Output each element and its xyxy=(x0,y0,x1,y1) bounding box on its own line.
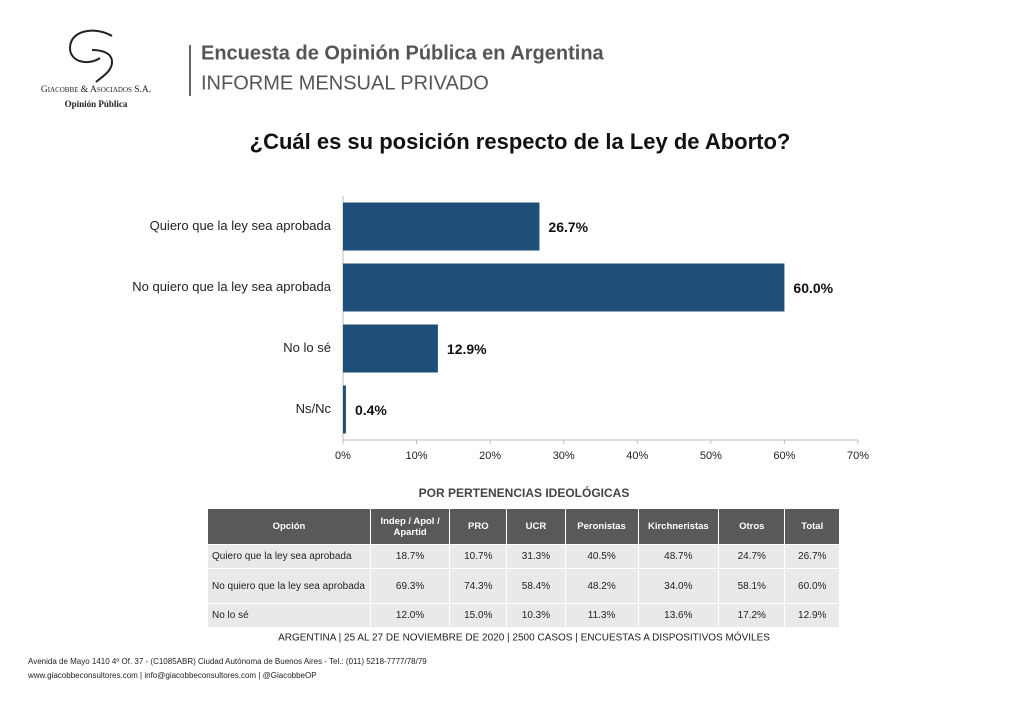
x-tick-label: 30% xyxy=(553,450,575,462)
table-cell: 11.3% xyxy=(564,603,639,628)
logo-sub: Opinión Pública xyxy=(65,99,128,109)
bar xyxy=(343,202,540,251)
logo-name: Giacobbe & Asociados S.A. xyxy=(41,85,151,95)
table-cell: 58.1% xyxy=(718,568,786,604)
table-row: No lo sé 12.0% 15.0% 10.3% 11.3% 13.6% 17.2% 12… xyxy=(207,603,840,628)
header-cell: Indep / Apol / Apartid xyxy=(369,508,451,545)
data-table: Opción Indep / Apol / Apartid PRO UCR Peroni… xyxy=(207,508,840,628)
table-cell: 24.7% xyxy=(718,544,786,569)
x-tick-label: 10% xyxy=(406,450,428,462)
table-cell: 34.0% xyxy=(637,568,720,604)
table-cell: No lo sé xyxy=(207,603,371,628)
header-cell: UCR xyxy=(506,508,566,545)
footer-contact: www.giacobbeconsultores.com | info@giaco… xyxy=(27,671,317,680)
footer-survey: ARGENTINA | 25 AL 27 DE NOVIEMBRE DE 202… xyxy=(278,631,770,644)
table-cell: 18.7% xyxy=(369,544,451,569)
y-tick-label: No lo sé xyxy=(283,340,331,355)
table-row: No quiero que la ley sea aprobada 69.3% 74… xyxy=(207,568,840,604)
bar xyxy=(343,324,438,373)
x-tick-label: 40% xyxy=(626,450,648,462)
header-cell: Kirchneristas xyxy=(637,508,720,545)
table-cell: 48.2% xyxy=(564,568,639,604)
header-title: Encuesta de Opinión Pública en Argentina xyxy=(201,42,605,64)
header-cell: Otros xyxy=(718,508,786,545)
header-cell: Peronistas xyxy=(564,508,639,545)
table-cell: 69.3% xyxy=(369,568,451,604)
table-cell: 74.3% xyxy=(449,568,508,604)
table-cell: 58.4% xyxy=(506,568,566,604)
x-tick-label: 20% xyxy=(479,450,501,462)
table-cell: 12.9% xyxy=(784,603,840,628)
header-cell: Total xyxy=(784,508,840,545)
x-tick-label: 0% xyxy=(335,450,351,462)
table-cell: 15.0% xyxy=(449,603,508,628)
data-label: 0.4% xyxy=(355,402,387,418)
footer-address: Avenida de Mayo 1410 4º Of. 37 - (C1085A… xyxy=(28,657,427,666)
table-cell: 13.6% xyxy=(637,603,720,628)
table-cell: 48.7% xyxy=(637,544,720,569)
data-label: 12.9% xyxy=(447,341,487,357)
bar xyxy=(343,385,346,434)
data-label: 60.0% xyxy=(793,280,833,296)
x-tick-label: 60% xyxy=(773,450,795,462)
bar xyxy=(343,263,785,312)
y-tick-label: No quiero que la ley sea aprobada xyxy=(132,279,332,294)
table-cell: 40.5% xyxy=(564,544,639,569)
x-tick-label: 50% xyxy=(700,450,722,462)
table-title: POR PERTENENCIAS IDEOLÓGICAS xyxy=(419,485,630,500)
table-cell: 60.0% xyxy=(784,568,840,604)
header-cell: Opción xyxy=(207,508,371,545)
chart-title: ¿Cuál es su posición respecto de la Ley … xyxy=(250,129,791,154)
table-cell: 17.2% xyxy=(718,603,786,628)
table-row: Quiero que la ley sea aprobada 18.7% 10.7%… xyxy=(207,544,840,569)
table-cell: 26.7% xyxy=(784,544,840,569)
table-cell: 31.3% xyxy=(506,544,566,569)
table-cell: 10.3% xyxy=(506,603,566,628)
x-tick-label: 70% xyxy=(847,450,869,462)
y-tick-label: Quiero que la ley sea aprobada xyxy=(150,218,332,233)
header-cell: PRO xyxy=(449,508,508,545)
table-cell: No quiero que la ley sea aprobada xyxy=(207,568,371,604)
table-cell: Quiero que la ley sea aprobada xyxy=(207,544,371,569)
data-label: 26.7% xyxy=(548,219,588,235)
y-tick-label: Ns/Nc xyxy=(296,401,332,416)
header-subtitle: INFORME MENSUAL PRIVADO xyxy=(201,72,489,94)
header-row: Opción Indep / Apol / Apartid PRO UCR Peroni… xyxy=(207,508,840,545)
logo-mark xyxy=(68,29,114,83)
table-cell: 10.7% xyxy=(449,544,508,569)
table-cell: 12.0% xyxy=(369,603,451,628)
